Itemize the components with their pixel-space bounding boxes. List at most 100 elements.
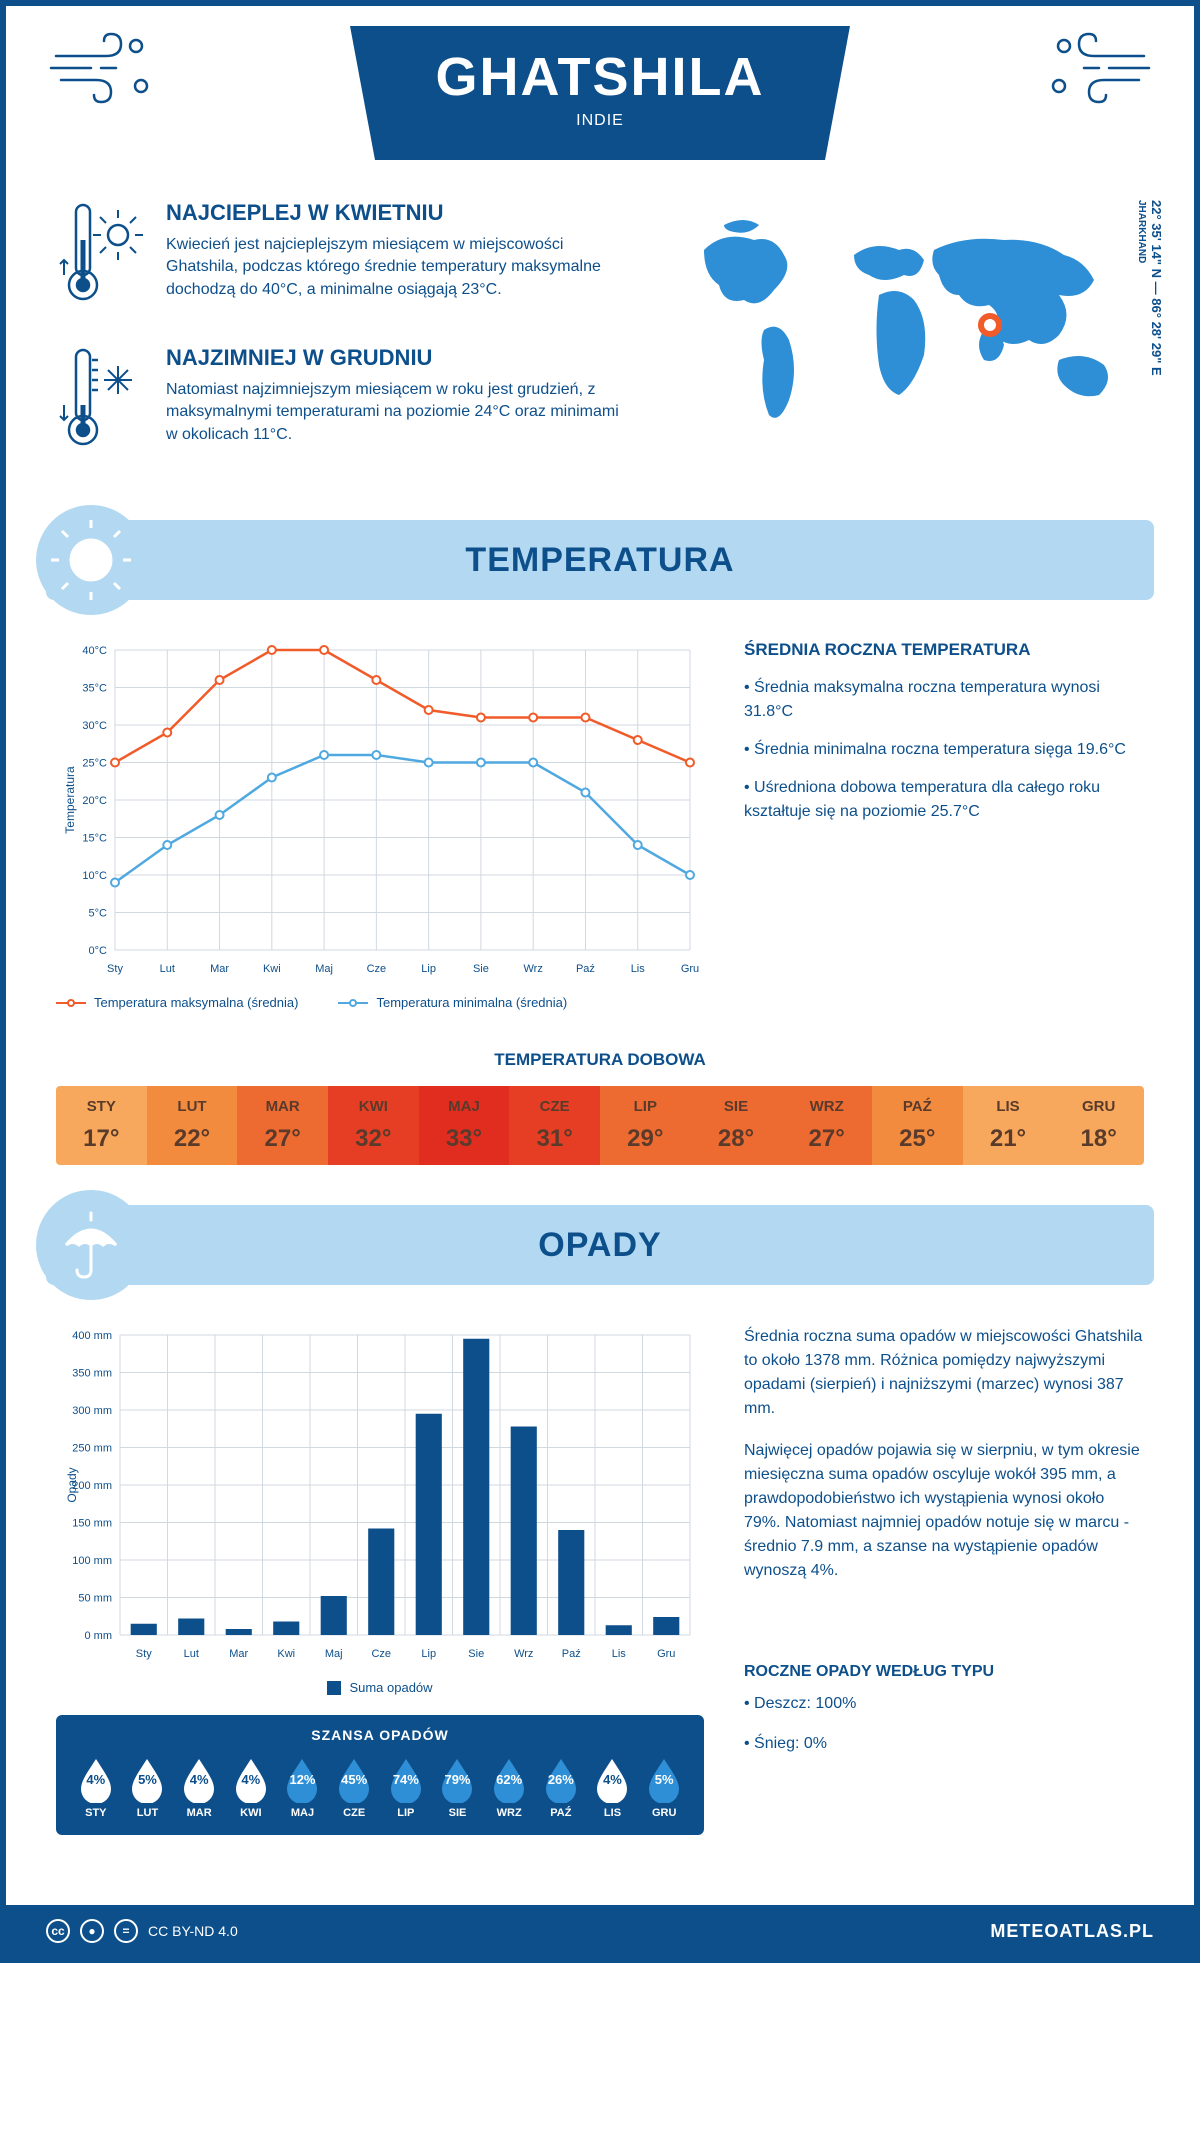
legend-max: Temperatura maksymalna (średnia) <box>56 995 298 1010</box>
temperature-chart: 0°C5°C10°C15°C20°C25°C30°C35°C40°CStyLut… <box>56 640 704 1010</box>
svg-text:Wrz: Wrz <box>524 963 543 975</box>
chance-cell: 45% CZE <box>330 1755 378 1819</box>
precipitation-info: Średnia roczna suma opadów w miejscowośc… <box>744 1325 1144 1835</box>
chance-cell: 74% LIP <box>382 1755 430 1819</box>
type-1: • Deszcz: 100% <box>744 1691 1144 1717</box>
svg-text:30°C: 30°C <box>82 720 107 732</box>
temp-cell: PAŹ 25° <box>872 1086 963 1165</box>
nd-icon: = <box>114 1919 138 1943</box>
svg-text:Kwi: Kwi <box>277 1648 295 1660</box>
svg-text:25°C: 25°C <box>82 758 107 770</box>
chance-cell: 79% SIE <box>434 1755 482 1819</box>
wind-icon-left <box>46 26 166 111</box>
temp-cell: LIS 21° <box>963 1086 1054 1165</box>
chance-cell: 12% MAJ <box>279 1755 327 1819</box>
svg-text:Maj: Maj <box>325 1648 343 1660</box>
svg-text:250 mm: 250 mm <box>72 1443 112 1455</box>
svg-text:Lut: Lut <box>184 1648 199 1660</box>
temp-cell: LUT 22° <box>147 1086 238 1165</box>
thermometer-hot-icon <box>56 200 146 315</box>
svg-text:20°C: 20°C <box>82 795 107 807</box>
footer: cc ● = CC BY-ND 4.0 METEOATLAS.PL <box>6 1905 1194 1957</box>
temp-info-2: • Średnia minimalna roczna temperatura s… <box>744 738 1144 762</box>
coordinates: 22° 35' 14" N — 86° 28' 29" E JHARKHAND <box>1134 200 1164 376</box>
temperature-info: ŚREDNIA ROCZNA TEMPERATURA • Średnia mak… <box>744 640 1144 1010</box>
by-icon: ● <box>80 1919 104 1943</box>
world-map <box>664 200 1144 460</box>
license-text: CC BY-ND 4.0 <box>148 1923 238 1939</box>
daily-temperature-table: TEMPERATURA DOBOWA STY 17° LUT 22° MAR 2… <box>6 1050 1194 1205</box>
temp-info-title: ŚREDNIA ROCZNA TEMPERATURA <box>744 640 1144 660</box>
daily-temp-title: TEMPERATURA DOBOWA <box>56 1050 1144 1070</box>
svg-text:0 mm: 0 mm <box>85 1630 113 1642</box>
svg-text:150 mm: 150 mm <box>72 1518 112 1530</box>
svg-text:300 mm: 300 mm <box>72 1405 112 1417</box>
temp-cell: WRZ 27° <box>781 1086 872 1165</box>
type-2: • Śnieg: 0% <box>744 1731 1144 1757</box>
site-name: METEOATLAS.PL <box>990 1921 1154 1942</box>
temp-cell: MAR 27° <box>237 1086 328 1165</box>
svg-text:Lip: Lip <box>421 963 436 975</box>
precip-text-2: Najwięcej opadów pojawia się w sierpniu,… <box>744 1439 1144 1583</box>
temp-info-3: • Uśredniona dobowa temperatura dla całe… <box>744 776 1144 824</box>
svg-text:Temperatura: Temperatura <box>63 766 77 834</box>
svg-text:Kwi: Kwi <box>263 963 281 975</box>
sun-icon <box>36 505 146 615</box>
svg-text:Cze: Cze <box>367 963 387 975</box>
wind-icon-right <box>1034 26 1154 111</box>
chance-cell: 4% LIS <box>589 1755 637 1819</box>
temp-cell: KWI 32° <box>328 1086 419 1165</box>
temp-cell: LIP 29° <box>600 1086 691 1165</box>
svg-text:Sty: Sty <box>107 963 123 975</box>
chance-cell: 62% WRZ <box>485 1755 533 1819</box>
svg-text:Cze: Cze <box>371 1648 391 1660</box>
svg-text:Gru: Gru <box>657 1648 675 1660</box>
temperature-title: TEMPERATURA <box>46 541 1154 580</box>
temp-cell: STY 17° <box>56 1086 147 1165</box>
warmest-title: NAJCIEPLEJ W KWIETNIU <box>166 200 634 226</box>
svg-text:Paź: Paź <box>576 963 595 975</box>
chance-cell: 4% MAR <box>175 1755 223 1819</box>
legend-min: Temperatura minimalna (średnia) <box>338 995 567 1010</box>
svg-text:40°C: 40°C <box>82 645 107 657</box>
coldest-title: NAJZIMNIEJ W GRUDNIU <box>166 345 634 371</box>
svg-text:Sie: Sie <box>473 963 489 975</box>
svg-text:350 mm: 350 mm <box>72 1368 112 1380</box>
svg-text:0°C: 0°C <box>89 945 108 957</box>
svg-text:Sie: Sie <box>468 1648 484 1660</box>
svg-text:Maj: Maj <box>315 963 333 975</box>
chance-cell: 26% PAŹ <box>537 1755 585 1819</box>
svg-text:Wrz: Wrz <box>514 1648 533 1660</box>
svg-text:Opady: Opady <box>65 1467 79 1502</box>
chance-cell: 5% GRU <box>640 1755 688 1819</box>
temp-info-1: • Średnia maksymalna roczna temperatura … <box>744 676 1144 724</box>
temp-cell: SIE 28° <box>691 1086 782 1165</box>
svg-text:Lut: Lut <box>160 963 175 975</box>
svg-text:Mar: Mar <box>229 1648 248 1660</box>
temp-cell: CZE 31° <box>509 1086 600 1165</box>
chance-cell: 4% STY <box>72 1755 120 1819</box>
temp-cell: GRU 18° <box>1053 1086 1144 1165</box>
cc-icon: cc <box>46 1919 70 1943</box>
chance-cell: 5% LUT <box>124 1755 172 1819</box>
svg-text:50 mm: 50 mm <box>78 1593 112 1605</box>
type-title: ROCZNE OPADY WEDŁUG TYPU <box>744 1663 1144 1681</box>
svg-text:Gru: Gru <box>681 963 699 975</box>
umbrella-icon <box>36 1190 146 1300</box>
title-banner: GHATSHILA INDIE <box>350 26 850 160</box>
precipitation-section-header: OPADY <box>46 1205 1154 1285</box>
license-block: cc ● = CC BY-ND 4.0 <box>46 1919 238 1943</box>
precipitation-chart: 0 mm50 mm100 mm150 mm200 mm250 mm300 mm3… <box>56 1325 704 1835</box>
svg-text:100 mm: 100 mm <box>72 1555 112 1567</box>
svg-text:Sty: Sty <box>136 1648 152 1660</box>
precipitation-title: OPADY <box>46 1226 1154 1265</box>
svg-text:5°C: 5°C <box>89 908 108 920</box>
intro-section: NAJCIEPLEJ W KWIETNIU Kwiecień jest najc… <box>6 160 1194 520</box>
thermometer-cold-icon <box>56 345 146 460</box>
warmest-text: Kwiecień jest najcieplejszym miesiącem w… <box>166 234 634 301</box>
precip-text-1: Średnia roczna suma opadów w miejscowośc… <box>744 1325 1144 1421</box>
coldest-block: NAJZIMNIEJ W GRUDNIU Natomiast najzimnie… <box>56 345 634 460</box>
precipitation-chance-box: SZANSA OPADÓW 4% STY 5% LUT 4% MAR 4% <box>56 1715 704 1835</box>
svg-text:400 mm: 400 mm <box>72 1330 112 1342</box>
world-map-block: 22° 35' 14" N — 86° 28' 29" E JHARKHAND <box>664 200 1144 490</box>
